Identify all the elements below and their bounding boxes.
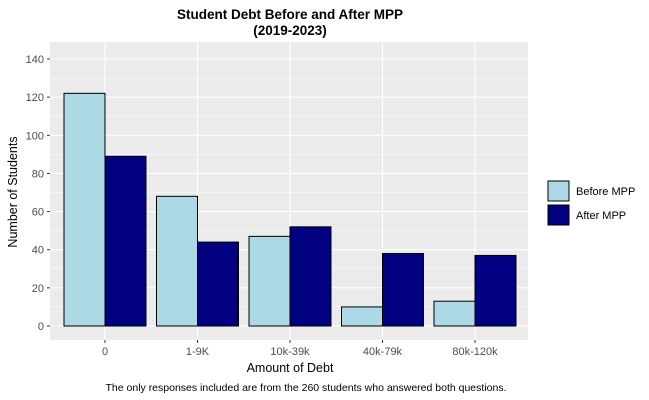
x-tick-label: 40k-79k: [363, 346, 403, 358]
legend-key-before: [547, 180, 570, 202]
chart-caption: The only responses included are from the…: [106, 382, 507, 394]
legend: Before MPP After MPP: [547, 180, 635, 226]
bar-before-3: [341, 306, 383, 327]
bar-after-2: [289, 226, 332, 327]
bar-after-4: [474, 254, 517, 327]
y-tick-label: 60: [32, 207, 44, 219]
bar-before-4: [433, 300, 476, 327]
y-tick-label: 120: [26, 92, 44, 104]
x-axis: 0 1-9K 10k-39k 40k-79k 80k-120k: [102, 340, 498, 358]
bar-after-0: [104, 155, 147, 327]
y-tick-label: 80: [32, 168, 44, 180]
x-tick-label: 10k-39k: [270, 346, 310, 358]
bar-before-0: [63, 92, 106, 327]
x-tick-label: 0: [102, 346, 108, 358]
bar-after-3: [382, 253, 424, 327]
bar-before-2: [248, 235, 291, 327]
y-axis: 0 20 40 60 80 100 120 140: [26, 54, 50, 333]
x-tick-label: 1-9K: [186, 346, 210, 358]
y-axis-title: Number of Students: [6, 136, 20, 247]
x-tick-label: 80k-120k: [452, 346, 498, 358]
y-tick-label: 20: [32, 283, 44, 295]
chart-title: Student Debt Before and After MPP: [177, 7, 403, 22]
x-axis-title: Amount of Debt: [247, 361, 334, 375]
bar-before-1: [156, 195, 198, 327]
legend-key-after: [547, 204, 570, 226]
y-tick-label: 100: [26, 130, 44, 142]
legend-label-after: After MPP: [576, 210, 626, 222]
bar-after-1: [197, 241, 239, 327]
legend-label-before: Before MPP: [576, 186, 635, 198]
bars: [63, 92, 517, 327]
y-tick-label: 0: [38, 321, 44, 333]
chart-subtitle: (2019-2023): [253, 23, 327, 38]
y-tick-label: 140: [26, 54, 44, 66]
y-tick-label: 40: [32, 245, 44, 257]
